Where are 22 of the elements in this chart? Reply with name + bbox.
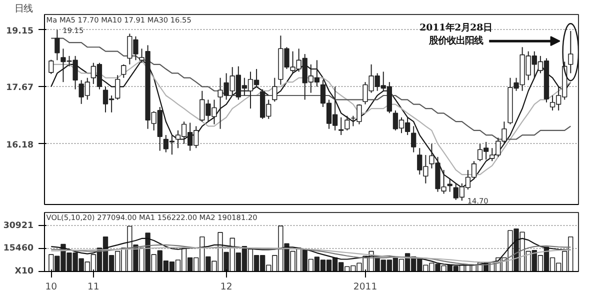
- x-tick-label: 12: [220, 282, 232, 292]
- candlestick: [344, 115, 350, 131]
- annotation: 2011年2月28日: [420, 22, 492, 34]
- annotation: 股价收出阳线: [428, 36, 483, 47]
- chart-title: 日线: [14, 4, 32, 14]
- candlestick: [272, 77, 278, 102]
- x-tick-label: 2011: [353, 282, 378, 292]
- x-tick-label: 11: [87, 282, 100, 292]
- candlestick: [54, 29, 60, 61]
- y-tick-label: 30921: [3, 220, 34, 231]
- candlestick: [115, 74, 120, 100]
- candlestick: [411, 126, 416, 153]
- y-tick-label: 19.15: [6, 26, 34, 36]
- y-tick-label: X10: [14, 266, 34, 276]
- y-tick-label: 17.67: [6, 83, 34, 94]
- candlestick: [338, 116, 344, 136]
- y-tick-label: 16.18: [6, 140, 34, 150]
- x-tick-label: 10: [45, 282, 58, 292]
- candlestick: [568, 30, 574, 74]
- y-tick-label: 15460: [3, 244, 34, 254]
- candlestick: [48, 59, 54, 74]
- candlestick: [121, 64, 126, 78]
